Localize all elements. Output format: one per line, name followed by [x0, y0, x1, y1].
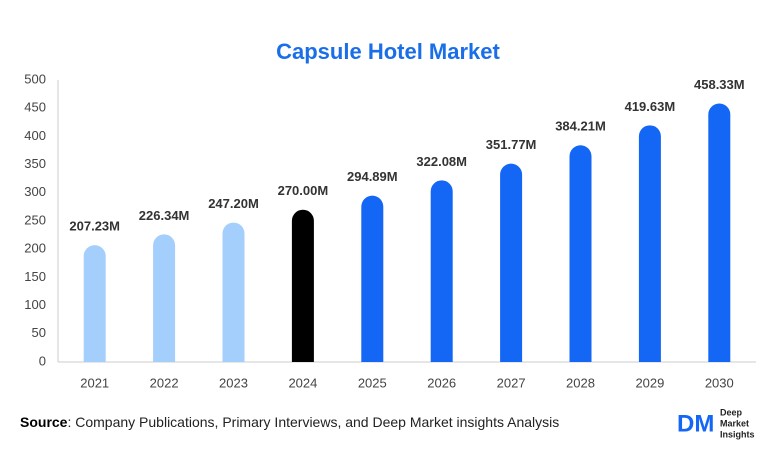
bar	[500, 163, 523, 362]
y-tick-label: 450	[24, 100, 46, 115]
x-tick-label: 2025	[358, 375, 387, 390]
value-label: 351.77M	[486, 137, 537, 152]
bar	[430, 180, 453, 362]
logo-line: Deep	[720, 407, 743, 417]
x-tick-label: 2028	[566, 375, 595, 390]
value-label: 458.33M	[694, 77, 745, 92]
y-tick-label: 150	[24, 269, 46, 284]
x-tick-label: 2027	[497, 375, 526, 390]
x-tick-label: 2029	[635, 375, 664, 390]
bar	[222, 222, 245, 362]
y-tick-label: 350	[24, 156, 46, 171]
value-label: 207.23M	[69, 219, 120, 234]
bar	[291, 209, 314, 362]
y-tick-label: 250	[24, 212, 46, 227]
logo-line: Market	[720, 418, 749, 428]
y-tick-label: 400	[24, 128, 46, 143]
value-label: 419.63M	[625, 99, 676, 114]
bar	[83, 245, 106, 362]
value-label: 322.08M	[416, 154, 467, 169]
x-tick-label: 2026	[427, 375, 456, 390]
value-label: 384.21M	[555, 119, 606, 134]
value-label: 294.89M	[347, 169, 398, 184]
y-tick-label: 300	[24, 184, 46, 199]
x-tick-label: 2021	[80, 375, 109, 390]
bar	[638, 125, 661, 363]
source-text: : Company Publications, Primary Intervie…	[67, 414, 559, 430]
x-tick-label: 2023	[219, 375, 248, 390]
chart-title: Capsule Hotel Market	[276, 39, 500, 64]
source: Source: Company Publications, Primary In…	[20, 414, 559, 430]
bar	[153, 234, 176, 362]
bar	[569, 145, 592, 362]
bar	[708, 103, 731, 362]
bar	[361, 195, 384, 362]
y-tick-label: 500	[24, 71, 46, 86]
logo-mark: DM	[677, 410, 714, 437]
y-tick-label: 50	[32, 325, 46, 340]
value-label: 270.00M	[278, 183, 329, 198]
value-label: 226.34M	[139, 208, 190, 223]
x-tick-label: 2022	[150, 375, 179, 390]
y-tick-label: 200	[24, 241, 46, 256]
y-tick-label: 100	[24, 297, 46, 312]
x-tick-label: 2024	[288, 375, 317, 390]
source-label: Source	[20, 414, 68, 430]
x-tick-label: 2030	[705, 375, 734, 390]
y-tick-label: 0	[39, 353, 46, 368]
value-label: 247.20M	[208, 196, 259, 211]
logo-line: Insights	[720, 429, 755, 439]
